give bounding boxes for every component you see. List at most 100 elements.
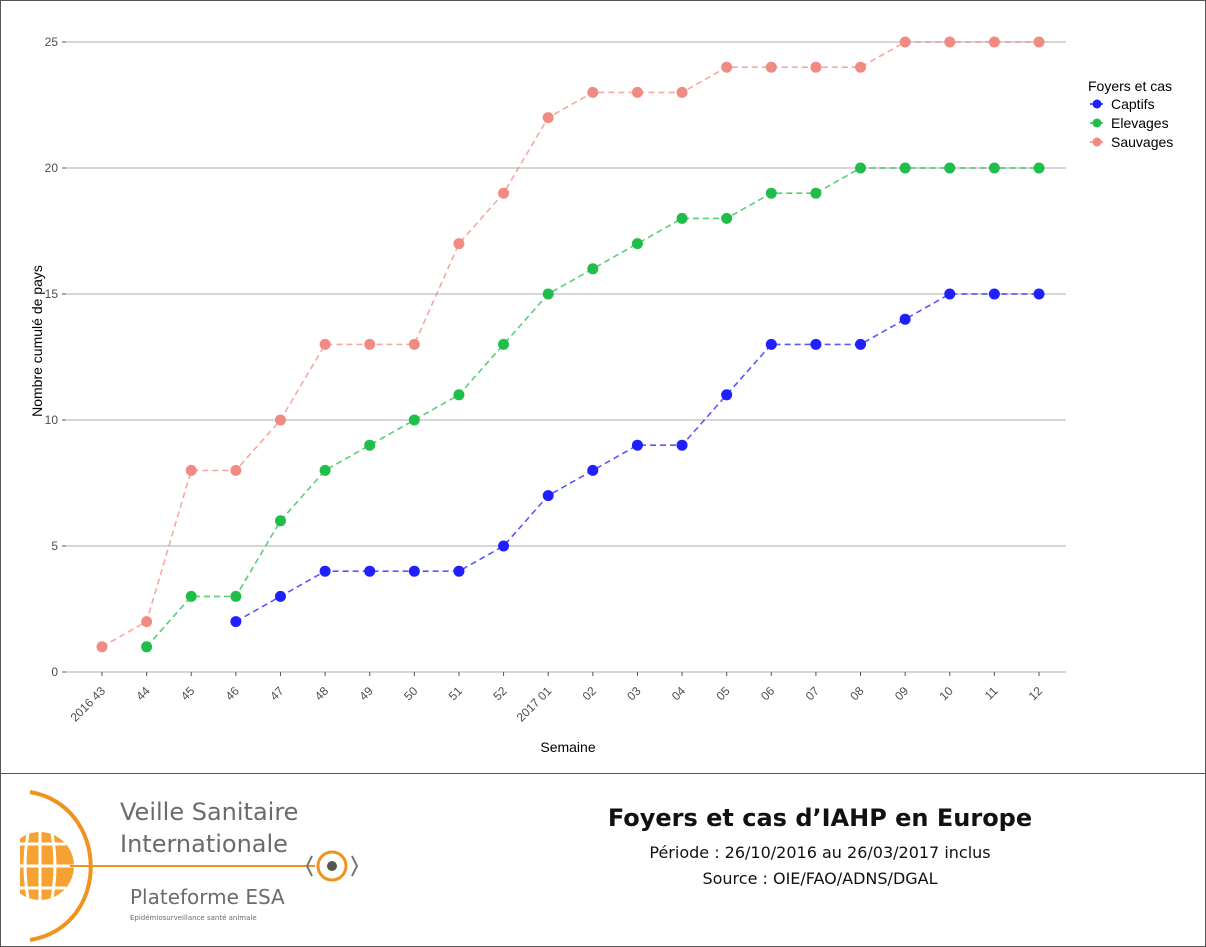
series-line-sauvages [101,41,1039,648]
data-point-captifs [944,288,956,300]
data-point-elevages [721,212,733,224]
grid-lines [66,41,1066,673]
data-point-captifs [319,565,331,577]
y-tick-label: 20 [45,161,59,175]
data-point-sauvages [765,61,777,73]
legend-label-elevages: Elevages [1111,115,1169,131]
data-point-sauvages [364,338,376,350]
data-point-captifs [587,464,599,476]
legend-key-sauvages [1092,137,1102,147]
footer-divider [0,773,1206,774]
logo-globe-lines-icon [20,832,74,900]
data-point-sauvages [676,86,688,98]
x-tick-label: 44 [133,684,153,704]
logo-eye-pupil-icon [327,861,337,871]
y-tick-label: 15 [45,287,59,301]
x-axis-ticks: 2016 43 44 45 46 47 48 49 50 51 52 2017 01 02 03 04 05… [68,672,1046,725]
y-tick-label: 25 [45,35,59,49]
data-point-elevages [676,212,688,224]
x-tick-label: 12 [1026,684,1046,704]
data-point-captifs [364,565,376,577]
x-tick-label: 49 [356,684,376,704]
data-point-elevages [944,162,956,174]
legend-label-captifs: Captifs [1111,96,1155,112]
legend-key-elevages [1092,118,1102,128]
data-point-sauvages [498,187,510,199]
logo-line3: Plateforme ESA [130,885,285,909]
data-point-sauvages [96,641,108,653]
data-point-sauvages [1033,36,1045,48]
data-point-captifs [408,565,420,577]
data-point-elevages [810,187,822,199]
data-point-captifs [765,338,777,350]
data-point-elevages [855,162,867,174]
data-point-sauvages [587,86,599,98]
data-point-elevages [274,515,286,527]
caption-source: Source : OIE/FAO/ADNS/DGAL [702,869,938,888]
data-point-elevages [542,288,554,300]
x-tick-label: 2016 43 [68,684,109,725]
x-tick-label: 07 [803,684,823,704]
x-tick-label: 10 [937,684,957,704]
x-tick-label: 2017 01 [514,684,555,725]
data-point-captifs [542,490,554,502]
logo-eye-icon [316,850,348,882]
legend-title: Foyers et cas [1088,78,1172,94]
y-tick-label: 0 [51,665,58,679]
data-point-sauvages [274,414,286,426]
logo-line2: Internationale [120,830,288,858]
data-point-captifs [810,338,822,350]
data-point-captifs [899,313,911,325]
data-point-elevages [230,590,242,602]
data-point-elevages [141,641,153,653]
data-point-captifs [855,338,867,350]
data-point-sauvages [185,464,197,476]
x-tick-label: 06 [758,684,778,704]
data-point-elevages [319,464,331,476]
x-tick-label: 05 [713,684,733,704]
data-point-elevages [364,439,376,451]
data-point-captifs [453,565,465,577]
y-tick-label: 5 [51,539,58,553]
logo-eye-side-icon [305,855,359,877]
x-tick-label: 50 [401,684,421,704]
data-point-elevages [1033,162,1045,174]
x-tick-label: 46 [223,684,243,704]
x-tick-label: 51 [446,684,466,704]
legend-label-sauvages: Sauvages [1111,134,1173,150]
legend-key-captifs [1092,99,1102,109]
data-point-elevages [498,338,510,350]
x-tick-label: 04 [669,684,689,704]
logo-line1: Veille Sanitaire [120,798,298,826]
x-tick-label: 02 [580,684,600,704]
data-point-sauvages [141,616,153,628]
data-point-captifs [676,439,688,451]
data-point-elevages [185,590,197,602]
caption-period: Période : 26/10/2016 au 26/03/2017 inclu… [649,843,991,862]
data-point-captifs [988,288,1000,300]
x-tick-label: 52 [490,684,510,704]
data-point-captifs [631,439,643,451]
data-point-captifs [274,590,286,602]
y-tick-label: 10 [45,413,59,427]
legend: Foyers et cas Captifs Elevages Sauvages [1088,78,1173,150]
data-point-sauvages [631,86,643,98]
data-point-captifs [721,389,733,401]
caption-title: Foyers et cas d’IAHP en Europe [607,804,1033,832]
data-point-sauvages [230,464,242,476]
data-point-sauvages [810,61,822,73]
data-point-captifs [498,540,510,552]
data-point-elevages [765,187,777,199]
data-point-elevages [587,263,599,275]
x-tick-label: 09 [892,684,912,704]
data-point-sauvages [453,238,465,250]
y-axis-title: Nombre cumulé de pays [29,265,45,417]
data-point-sauvages [855,61,867,73]
x-tick-label: 45 [178,684,198,704]
x-tick-label: 08 [847,684,867,704]
data-point-elevages [988,162,1000,174]
data-point-sauvages [899,36,911,48]
data-point-elevages [408,414,420,426]
data-point-sauvages [988,36,1000,48]
